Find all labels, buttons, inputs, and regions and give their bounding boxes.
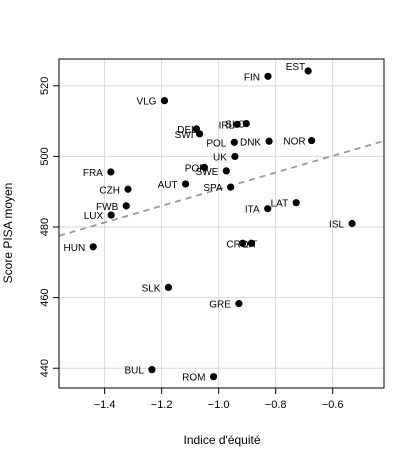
x-tick-label: −1.2 bbox=[151, 399, 173, 411]
point-czh bbox=[124, 185, 132, 193]
point-label-uk: UK bbox=[213, 152, 227, 163]
point-label-aut: AUT bbox=[158, 180, 178, 191]
point-aut bbox=[181, 180, 190, 188]
point-swe bbox=[222, 167, 230, 175]
point-label-nor: NOR bbox=[283, 137, 305, 148]
point-label-ita: ITA bbox=[245, 205, 260, 216]
point-label-deu: DEU bbox=[177, 125, 198, 136]
point-lit bbox=[247, 239, 256, 247]
point-label-vlg: VLG bbox=[136, 97, 156, 108]
point-label-por: POR bbox=[185, 163, 207, 174]
y-tick-label: 460 bbox=[39, 288, 51, 306]
point-label-spa: SPA bbox=[203, 183, 223, 194]
point-fra bbox=[107, 168, 115, 176]
point-fin bbox=[264, 72, 272, 80]
point-label-bul: BUL bbox=[124, 366, 144, 377]
y-axis-label: Score PISA moyen bbox=[1, 183, 15, 284]
point-pol bbox=[230, 138, 238, 146]
point-label-est: EST bbox=[286, 62, 305, 73]
y-tick-label: 480 bbox=[39, 218, 51, 236]
point-isl bbox=[348, 219, 356, 228]
x-axis-label: Indice d'équité bbox=[183, 433, 260, 447]
point-gre bbox=[235, 300, 243, 308]
plot-frame bbox=[58, 58, 385, 389]
point-dnk bbox=[265, 137, 273, 145]
point-spa bbox=[227, 183, 235, 191]
point-cro bbox=[238, 239, 247, 247]
point-lux bbox=[107, 211, 115, 219]
point-fwb bbox=[122, 202, 130, 210]
point-por bbox=[200, 163, 208, 171]
x-tick-label: −0.8 bbox=[265, 399, 287, 411]
x-tick-label: −0.6 bbox=[322, 399, 344, 411]
point-swi bbox=[195, 130, 204, 138]
point-slk bbox=[164, 283, 173, 291]
point-label-slo: SLO bbox=[225, 120, 245, 131]
point-label-lat: LAT bbox=[271, 199, 289, 210]
y-axis: 440 460 480 500 520 bbox=[39, 77, 59, 377]
x-tick-label: −1.0 bbox=[208, 399, 230, 411]
point-label-slk: SLK bbox=[142, 283, 161, 294]
point-label-fwb: FWB bbox=[96, 202, 119, 213]
grid bbox=[59, 59, 384, 388]
point-label-lux: LUX bbox=[84, 211, 104, 222]
point-irl bbox=[233, 120, 241, 128]
point-uk bbox=[231, 152, 239, 161]
point-label-gre: GRE bbox=[209, 300, 231, 311]
point-label-rom: ROM bbox=[182, 373, 205, 384]
point-vlg bbox=[160, 97, 169, 105]
x-axis: −1.4 −1.2 −1.0 −0.8 −0.6 bbox=[94, 388, 344, 411]
point-label-fra: FRA bbox=[83, 168, 103, 179]
y-tick-label: 440 bbox=[39, 359, 51, 377]
point-label-pol: POL bbox=[206, 138, 226, 149]
point-label-fin: FIN bbox=[244, 72, 260, 83]
point-slo bbox=[242, 119, 250, 128]
y-tick-label: 520 bbox=[39, 77, 51, 95]
point-label-dnk: DNK bbox=[240, 137, 261, 148]
point-nor bbox=[307, 136, 316, 145]
point-rom bbox=[209, 373, 218, 381]
point-label-swe: SWE bbox=[196, 167, 219, 178]
point-est bbox=[304, 67, 312, 75]
point-label-lit: LIT bbox=[243, 239, 257, 250]
data-points bbox=[89, 67, 356, 381]
point-lat bbox=[292, 199, 300, 207]
point-label-cro: CRO bbox=[226, 239, 248, 250]
x-tick-label: −1.4 bbox=[94, 399, 116, 411]
point-ita bbox=[264, 205, 272, 213]
point-label-irl: IRL bbox=[219, 120, 235, 131]
point-label-swi: SWI bbox=[175, 130, 194, 141]
point-label-isl: ISL bbox=[329, 220, 344, 231]
point-hun bbox=[89, 243, 97, 251]
point-label-czh: CZH bbox=[99, 185, 120, 196]
point-label-hun: HUN bbox=[64, 243, 86, 254]
point-bul bbox=[148, 366, 156, 374]
trend-line bbox=[58, 140, 385, 237]
y-tick-label: 500 bbox=[39, 147, 51, 165]
